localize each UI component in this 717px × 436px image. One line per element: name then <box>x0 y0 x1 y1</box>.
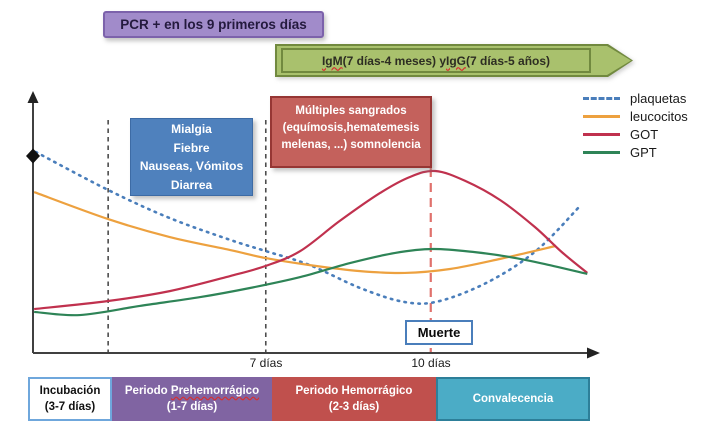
phase-prehemorragico: Periodo Prehemorrágico (1-7 días) <box>112 377 272 421</box>
death-label-box: Muerte <box>405 320 473 345</box>
phase-name: Convalecencia <box>472 393 554 405</box>
got-curve <box>34 169 588 311</box>
gpt-curve <box>34 247 588 317</box>
phase-duration: (3-7 días) <box>44 401 96 413</box>
igm-range-text: (7 días-4 meses) y <box>342 53 447 68</box>
legend-label: GOT <box>630 126 659 142</box>
symptom-line: Mialgia <box>171 122 212 136</box>
hemorrhagic-symptoms-box: Múltiples sangrados (equímosis,hematemes… <box>270 96 432 168</box>
phase-convalecencia: Convalecencia <box>436 377 590 421</box>
x-tick-10-dias: 10 días <box>411 356 451 370</box>
phase-name: Periodo Hemorrágico <box>295 385 413 397</box>
legend-item-gpt: GPT <box>583 143 688 161</box>
leucocitos-line-swatch <box>583 114 620 118</box>
phase-incubacion: Incubación (3-7 días) <box>28 377 112 421</box>
phase-duration: (1-7 días) <box>166 401 218 413</box>
bleeding-line: (equímosis,hematemesis <box>282 122 420 134</box>
phase-hemorragico: Periodo Hemorrágico (2-3 días) <box>272 377 436 421</box>
x-tick-7-dias: 7 días <box>249 356 283 370</box>
y-axis-arrow-icon <box>27 91 39 103</box>
bleeding-line: Múltiples sangrados <box>295 105 407 117</box>
phase-name: Periodo Prehemorrágico <box>124 385 260 397</box>
symptom-line: Nauseas, Vómitos <box>139 159 244 173</box>
symptom-line: Fiebre <box>173 140 210 155</box>
plaquetas-start-diamond-marker <box>26 148 40 164</box>
legend-item-leucocitos: leucocitos <box>583 107 688 125</box>
pcr-banner: PCR + en los 9 primeros días <box>103 11 324 38</box>
plaquetas-line-swatch <box>583 96 620 100</box>
igg-range-text: (7 días-5 años) <box>466 53 551 68</box>
symptom-line: Diarrea <box>170 177 213 192</box>
legend: plaquetas leucocitos GOT GPT <box>583 89 688 161</box>
clinical-phases-timeline: Incubación (3-7 días) Periodo Prehemorrá… <box>28 377 590 421</box>
leucocitos-curve <box>33 191 557 275</box>
phase-duration: (2-3 días) <box>328 401 380 413</box>
legend-label: plaquetas <box>630 90 687 106</box>
legend-label: leucocitos <box>630 108 688 124</box>
x-axis-arrow-icon <box>587 347 600 359</box>
bleeding-line: melenas, ...) somnolencia <box>281 139 421 151</box>
plaquetas-curve <box>34 150 582 305</box>
igg-text: IgG <box>446 53 467 68</box>
serology-arrow-label: IgM (7 días-4 meses) y IgG (7 días-5 año… <box>281 48 591 73</box>
legend-item-got: GOT <box>583 125 688 143</box>
phase-name: Incubación <box>39 385 101 397</box>
pcr-banner-label: PCR + en los 9 primeros días <box>120 17 307 32</box>
death-label: Muerte <box>417 325 461 340</box>
arrow-body-shape <box>277 46 631 75</box>
prodromal-symptoms-box: Mialgia Fiebre Nauseas, Vómitos Diarrea <box>130 118 253 196</box>
serology-arrow-banner: IgM (7 días-4 meses) y IgG (7 días-5 año… <box>275 44 633 77</box>
legend-item-plaquetas: plaquetas <box>583 89 688 107</box>
legend-label: GPT <box>630 144 657 160</box>
gpt-line-swatch <box>583 150 620 154</box>
igm-text: IgM <box>321 53 343 68</box>
got-line-swatch <box>583 132 620 136</box>
